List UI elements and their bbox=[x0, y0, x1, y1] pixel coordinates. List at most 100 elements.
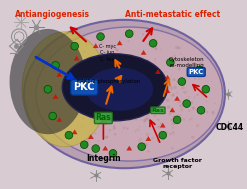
Polygon shape bbox=[126, 146, 132, 150]
Circle shape bbox=[82, 92, 84, 93]
Circle shape bbox=[171, 132, 173, 133]
Circle shape bbox=[120, 54, 122, 57]
Circle shape bbox=[195, 66, 203, 74]
Circle shape bbox=[156, 37, 158, 39]
Circle shape bbox=[189, 119, 191, 121]
Circle shape bbox=[140, 84, 143, 87]
Circle shape bbox=[88, 116, 89, 117]
Circle shape bbox=[113, 125, 116, 127]
Circle shape bbox=[124, 59, 125, 60]
Circle shape bbox=[57, 72, 59, 74]
Circle shape bbox=[89, 118, 92, 121]
Circle shape bbox=[97, 59, 99, 60]
Text: C- myc
C- jun
C- fos: C- myc C- jun C- fos bbox=[99, 44, 116, 62]
Circle shape bbox=[164, 131, 168, 135]
Circle shape bbox=[118, 85, 121, 88]
Circle shape bbox=[107, 84, 108, 85]
Circle shape bbox=[104, 81, 105, 82]
Circle shape bbox=[147, 34, 150, 37]
Circle shape bbox=[82, 117, 85, 120]
Circle shape bbox=[188, 109, 190, 112]
Circle shape bbox=[172, 111, 175, 113]
Circle shape bbox=[157, 101, 159, 102]
Circle shape bbox=[42, 91, 45, 94]
Circle shape bbox=[194, 76, 195, 77]
Circle shape bbox=[60, 60, 64, 64]
Ellipse shape bbox=[86, 68, 153, 111]
Circle shape bbox=[182, 89, 185, 91]
Circle shape bbox=[122, 131, 123, 132]
Circle shape bbox=[105, 118, 108, 121]
Circle shape bbox=[178, 114, 180, 116]
Circle shape bbox=[151, 104, 153, 106]
Circle shape bbox=[139, 138, 142, 141]
Circle shape bbox=[69, 46, 71, 48]
Circle shape bbox=[124, 112, 125, 113]
Circle shape bbox=[89, 112, 93, 115]
Circle shape bbox=[107, 117, 111, 120]
FancyBboxPatch shape bbox=[0, 4, 236, 185]
Circle shape bbox=[110, 110, 111, 111]
Circle shape bbox=[202, 110, 205, 113]
Circle shape bbox=[63, 99, 66, 102]
Circle shape bbox=[161, 125, 164, 129]
Circle shape bbox=[120, 73, 123, 77]
Circle shape bbox=[136, 128, 140, 131]
Circle shape bbox=[179, 104, 183, 108]
Circle shape bbox=[126, 80, 129, 82]
Circle shape bbox=[167, 82, 169, 84]
Circle shape bbox=[182, 103, 183, 104]
Circle shape bbox=[170, 87, 172, 88]
Circle shape bbox=[160, 122, 162, 125]
Circle shape bbox=[140, 61, 141, 63]
Ellipse shape bbox=[62, 54, 167, 121]
Circle shape bbox=[141, 100, 143, 102]
Circle shape bbox=[103, 134, 104, 136]
Circle shape bbox=[151, 85, 153, 88]
Circle shape bbox=[155, 74, 158, 77]
Circle shape bbox=[107, 73, 110, 75]
Circle shape bbox=[120, 71, 123, 74]
Circle shape bbox=[169, 87, 173, 90]
Circle shape bbox=[81, 88, 84, 92]
Circle shape bbox=[82, 101, 84, 103]
Circle shape bbox=[73, 91, 74, 92]
Circle shape bbox=[57, 130, 59, 132]
Circle shape bbox=[126, 63, 130, 66]
Circle shape bbox=[107, 74, 109, 76]
Circle shape bbox=[113, 108, 115, 110]
Circle shape bbox=[135, 118, 137, 120]
Circle shape bbox=[55, 73, 56, 74]
Circle shape bbox=[121, 66, 124, 68]
Circle shape bbox=[154, 58, 156, 60]
Circle shape bbox=[78, 115, 80, 117]
Circle shape bbox=[196, 109, 198, 111]
Circle shape bbox=[147, 150, 150, 153]
Circle shape bbox=[162, 137, 165, 140]
Circle shape bbox=[173, 116, 181, 124]
Circle shape bbox=[141, 87, 142, 88]
Text: Ras: Ras bbox=[152, 108, 164, 113]
Circle shape bbox=[149, 121, 151, 124]
Circle shape bbox=[118, 109, 121, 111]
Circle shape bbox=[108, 100, 111, 103]
Circle shape bbox=[111, 91, 114, 94]
Circle shape bbox=[98, 107, 101, 111]
Circle shape bbox=[88, 87, 90, 89]
Circle shape bbox=[155, 62, 156, 63]
Circle shape bbox=[153, 45, 155, 47]
Circle shape bbox=[88, 64, 91, 67]
Circle shape bbox=[140, 59, 143, 62]
Text: ERK1/2 phosphorylation: ERK1/2 phosphorylation bbox=[77, 79, 140, 84]
Polygon shape bbox=[155, 69, 161, 74]
Circle shape bbox=[173, 61, 175, 64]
Circle shape bbox=[134, 118, 137, 121]
Circle shape bbox=[129, 32, 131, 34]
Circle shape bbox=[103, 67, 105, 69]
Circle shape bbox=[116, 49, 119, 52]
Circle shape bbox=[90, 61, 93, 64]
Circle shape bbox=[137, 77, 140, 81]
Circle shape bbox=[71, 77, 75, 80]
Circle shape bbox=[133, 90, 135, 92]
Circle shape bbox=[104, 123, 106, 125]
